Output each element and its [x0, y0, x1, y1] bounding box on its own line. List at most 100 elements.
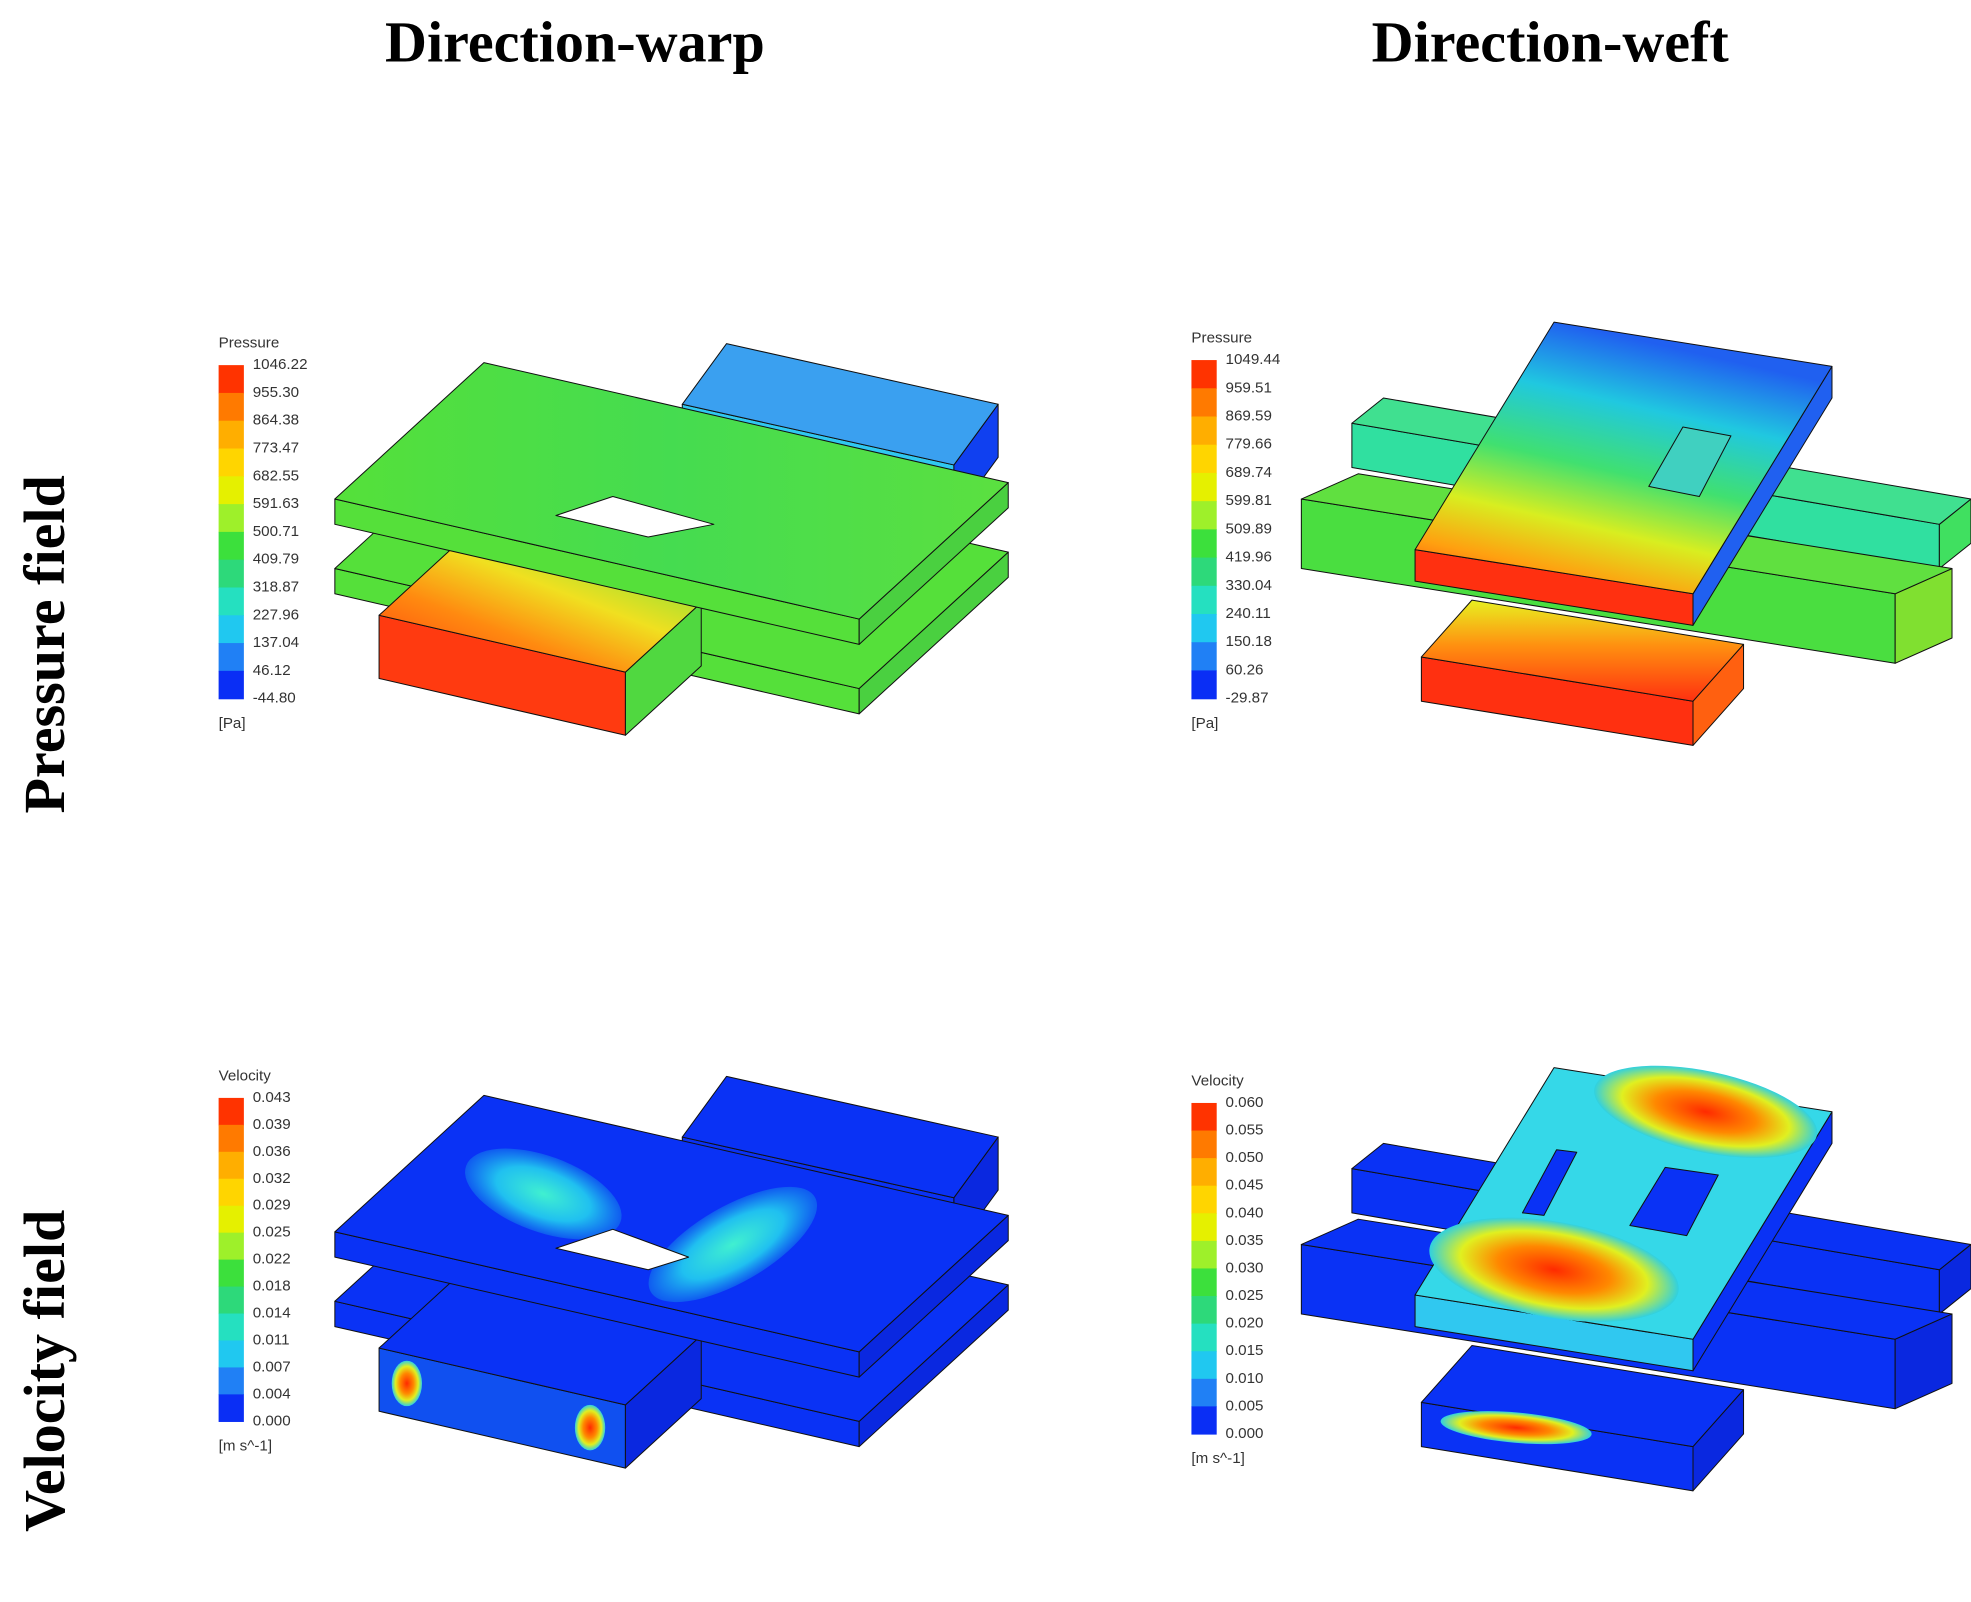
legend-swatch	[1191, 1351, 1217, 1380]
legend-swatch	[218, 1205, 244, 1234]
legend-label: 0.025	[1226, 1287, 1264, 1304]
legend-swatch	[218, 1097, 244, 1126]
legend-label: 0.011	[253, 1331, 290, 1348]
legend-title: Pressure	[1191, 330, 1252, 347]
legend-swatch	[1191, 444, 1217, 474]
legend-label: -44.80	[253, 690, 296, 707]
legend-swatch	[218, 504, 244, 533]
legend-swatch	[218, 1286, 244, 1315]
legend-swatch	[218, 1313, 244, 1342]
contour	[648, 1186, 818, 1303]
legend-swatch	[1191, 1406, 1217, 1435]
hole	[555, 496, 715, 538]
legend-label: 150.18	[1226, 633, 1272, 650]
contour	[1440, 1411, 1592, 1445]
face	[681, 1075, 999, 1199]
legend-label: 0.005	[1226, 1397, 1264, 1414]
legend-label: 60.26	[1226, 661, 1264, 678]
legend-swatch	[218, 448, 244, 477]
legend-label: 773.47	[253, 440, 299, 457]
legend-swatch	[1191, 388, 1217, 418]
legend-label: 779.66	[1226, 436, 1272, 453]
column-header: Direction-warp	[385, 9, 765, 74]
legend-label: 599.81	[1226, 492, 1272, 509]
row-header: Pressure field	[12, 475, 77, 813]
legend-label: 0.055	[1226, 1122, 1264, 1139]
legend: Pressure 1046.22 955.30 864.38 773.47 682.55 5…	[218, 335, 308, 732]
legend-label: 959.51	[1226, 379, 1272, 396]
legend-label: 0.014	[253, 1305, 291, 1322]
legend-label: 0.050	[1226, 1149, 1264, 1166]
legend-label: 1046.22	[253, 356, 308, 373]
legend-swatch	[1191, 585, 1217, 615]
legend-label: 0.015	[1226, 1342, 1264, 1359]
legend-swatch	[1191, 1378, 1217, 1408]
legend-label: 0.039	[253, 1116, 291, 1133]
legend-swatch	[218, 1124, 244, 1153]
hole	[1629, 1166, 1719, 1237]
legend-label: 864.38	[253, 412, 299, 429]
legend-label: 0.000	[253, 1412, 291, 1429]
legend-unit: [m s^-1]	[219, 1438, 272, 1455]
legend-label: 46.12	[253, 662, 291, 679]
legend-swatch	[1191, 1185, 1217, 1214]
legend-label: 0.032	[253, 1170, 291, 1187]
hole	[1521, 1149, 1578, 1216]
legend-swatch	[218, 476, 244, 505]
legend-label: 330.04	[1226, 577, 1272, 594]
legend-label: 689.74	[1226, 464, 1272, 481]
legend-swatch	[218, 1232, 244, 1261]
legend-swatch	[1191, 1296, 1217, 1325]
legend-swatch	[1191, 1323, 1217, 1352]
legend-label: 0.043	[253, 1089, 291, 1106]
contour	[1594, 1065, 1818, 1158]
legend-swatch	[1191, 1240, 1217, 1270]
legend-label: 0.029	[253, 1197, 291, 1214]
legend-swatch	[218, 531, 244, 561]
legend-swatch	[218, 1367, 244, 1396]
legend-label: 0.020	[1226, 1315, 1264, 1332]
legend-swatch	[218, 670, 244, 700]
legend-label: 240.11	[1226, 605, 1271, 622]
legend: Pressure 1049.44 959.51 869.59 779.66 689.74 5…	[1191, 330, 1280, 732]
legend-label: 0.035	[1226, 1232, 1264, 1249]
legend-swatch	[1191, 614, 1217, 643]
face	[334, 362, 1009, 620]
legend-label: 869.59	[1226, 408, 1272, 425]
legend: Velocity 0.043 0.039 0.036 0.032 0.029 0.025 0.…	[218, 1067, 291, 1455]
legend-label: 0.060	[1226, 1094, 1264, 1111]
legend: Velocity 0.060 0.055 0.050 0.045 0.040 0.035 0.…	[1191, 1072, 1263, 1467]
legend-label: 591.63	[253, 495, 299, 512]
contour	[1429, 1217, 1679, 1322]
legend-swatch	[1191, 360, 1217, 389]
hole	[555, 1228, 690, 1271]
legend-label: 0.030	[1226, 1259, 1264, 1276]
legend-title: Velocity	[1191, 1072, 1244, 1089]
legend-swatch	[1191, 529, 1217, 559]
legend-swatch	[1191, 1102, 1217, 1132]
legend-label: 0.007	[253, 1358, 291, 1375]
legend-swatch	[218, 1151, 244, 1180]
contour	[391, 1360, 423, 1407]
legend-label: 0.018	[253, 1278, 291, 1295]
legend-swatch	[1191, 1268, 1217, 1297]
legend-swatch	[218, 587, 244, 616]
legend-title: Pressure	[219, 335, 280, 352]
hole	[1648, 426, 1732, 498]
legend-swatch	[218, 420, 244, 450]
legend-title: Velocity	[219, 1067, 272, 1084]
legend-swatch	[218, 365, 244, 394]
row-header: Velocity field	[12, 1210, 77, 1532]
legend-label: 0.004	[253, 1385, 291, 1402]
legend-swatch	[1191, 501, 1217, 530]
column-header: Direction-weft	[1372, 9, 1730, 74]
legend-label: 955.30	[253, 384, 299, 401]
legend-swatch	[1191, 557, 1217, 587]
geometry	[334, 321, 1971, 1492]
legend-label: 409.79	[253, 551, 299, 568]
legend-unit: [Pa]	[1191, 715, 1218, 732]
legend-swatch	[218, 1259, 244, 1288]
legend-label: 500.71	[253, 523, 299, 540]
face	[681, 343, 999, 466]
